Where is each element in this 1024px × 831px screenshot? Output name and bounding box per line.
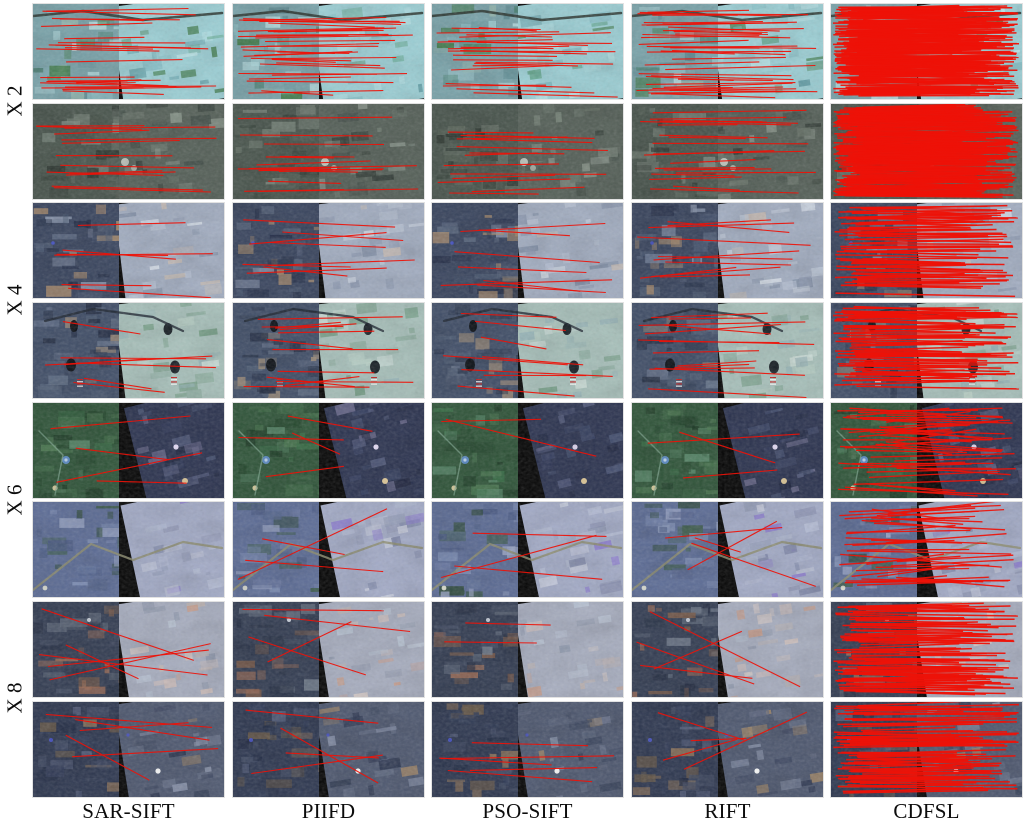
match-pair-cell-sar-sift-row5 bbox=[32, 401, 225, 499]
match-pair-cell-piifd-row3 bbox=[231, 202, 425, 300]
match-pair-cell-rift-row6 bbox=[630, 501, 824, 599]
match-pair-cell-sar-sift-row4 bbox=[32, 302, 225, 399]
column-label-rift: RIFT bbox=[704, 799, 751, 823]
match-pair-cell-pso-sift-row7 bbox=[431, 600, 625, 698]
match-pair-cell-rift-row4 bbox=[630, 302, 824, 399]
match-pair-cell-rift-row3 bbox=[630, 202, 824, 300]
match-pair-cell-pso-sift-row2 bbox=[431, 102, 625, 200]
match-pair-cell-cdfsl-row5 bbox=[830, 401, 1024, 499]
match-pair-cell-sar-sift-row7 bbox=[32, 600, 225, 698]
row-group-label-x6: X 6 bbox=[2, 484, 27, 516]
match-pair-cell-cdfsl-row8 bbox=[830, 700, 1024, 798]
row-group-label-x8: X 8 bbox=[2, 682, 27, 714]
column-label-sar-sift: SAR-SIFT bbox=[82, 799, 175, 823]
match-pair-cell-piifd-row4 bbox=[231, 302, 425, 399]
match-pair-cell-sar-sift-row8 bbox=[32, 700, 225, 798]
match-pair-cell-pso-sift-row1 bbox=[431, 3, 625, 100]
row-group-label-x4: X 4 bbox=[2, 284, 27, 316]
match-pair-cell-rift-row5 bbox=[630, 401, 824, 499]
match-pair-cell-rift-row8 bbox=[630, 700, 824, 798]
match-pair-cell-sar-sift-row6 bbox=[32, 501, 225, 599]
column-label-cdfsl: CDFSL bbox=[893, 799, 960, 823]
match-pair-cell-piifd-row8 bbox=[231, 700, 425, 798]
match-pair-cell-rift-row7 bbox=[630, 600, 824, 698]
match-pair-cell-pso-sift-row8 bbox=[431, 700, 625, 798]
match-pair-cell-rift-row1 bbox=[630, 3, 824, 100]
match-pair-cell-piifd-row7 bbox=[231, 600, 425, 698]
match-pair-cell-sar-sift-row2 bbox=[32, 102, 225, 200]
match-pair-cell-cdfsl-row6 bbox=[830, 501, 1024, 599]
match-pair-cell-piifd-row6 bbox=[231, 501, 425, 599]
match-pair-cell-rift-row2 bbox=[630, 102, 824, 200]
match-pair-cell-piifd-row2 bbox=[231, 102, 425, 200]
match-pair-cell-cdfsl-row2 bbox=[830, 102, 1024, 200]
match-pair-cell-cdfsl-row4 bbox=[830, 302, 1024, 399]
column-label-pso-sift: PSO-SIFT bbox=[482, 799, 573, 823]
match-pair-cell-pso-sift-row6 bbox=[431, 501, 625, 599]
match-pair-cell-pso-sift-row5 bbox=[431, 401, 625, 499]
column-label-piifd: PIIFD bbox=[301, 799, 356, 823]
row-group-label-x2: X 2 bbox=[2, 85, 27, 117]
match-pair-cell-cdfsl-row7 bbox=[830, 600, 1024, 698]
match-pair-cell-pso-sift-row4 bbox=[431, 302, 625, 399]
match-pair-cell-cdfsl-row1 bbox=[830, 3, 1024, 100]
match-pair-cell-piifd-row1 bbox=[231, 3, 425, 100]
match-pair-cell-sar-sift-row1 bbox=[32, 3, 225, 100]
match-pair-cell-piifd-row5 bbox=[231, 401, 425, 499]
match-pair-cell-sar-sift-row3 bbox=[32, 202, 225, 300]
match-pair-cell-cdfsl-row3 bbox=[830, 202, 1024, 300]
match-pair-cell-pso-sift-row3 bbox=[431, 202, 625, 300]
